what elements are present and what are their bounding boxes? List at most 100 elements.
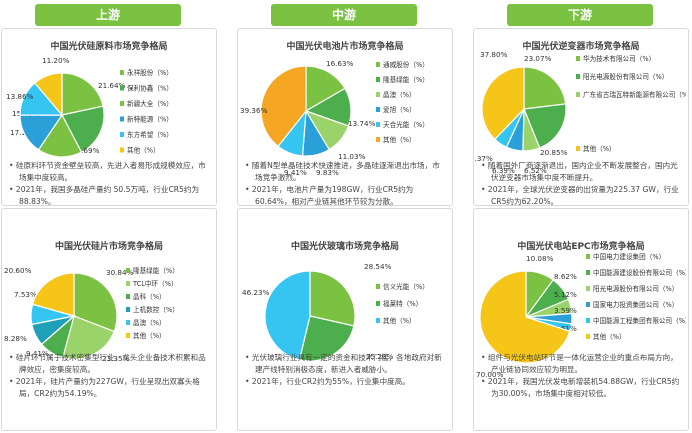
slice-value-label: 11.03% bbox=[338, 152, 366, 161]
chart-title: 中国光伏逆变器市场竞争格局 bbox=[522, 42, 640, 52]
slice-value-label: 21.64% bbox=[98, 81, 126, 90]
legend-swatch bbox=[586, 286, 590, 291]
note-text: 2021年，全球光伏逆变器的出货量为225.37 GW，行业CR5约为62.20… bbox=[481, 184, 681, 207]
slice-value-label: 39.36% bbox=[240, 106, 268, 115]
legend-swatch bbox=[376, 107, 380, 112]
legend-swatch bbox=[586, 302, 590, 307]
slice-value-label: 13.74% bbox=[348, 119, 376, 128]
chart-title: 中国光伏硅原料市场竞争格局 bbox=[50, 42, 168, 52]
slice-value-label: 28.54% bbox=[364, 262, 392, 271]
legend-label: 晶澳（%） bbox=[383, 90, 416, 99]
legend-label: 隆基绿能（%） bbox=[133, 266, 179, 275]
upstream-notes-bottom: 硅片环节属于技术密集型行业，龙头企业备技术积累和品牌效应，密集度较高。 2021… bbox=[9, 352, 209, 400]
legend-label: 其他（%） bbox=[593, 332, 626, 341]
upstream-notes-top: 硅原料环节资金壁垒较高，先进入者易形成规模效应，市场集中度较高。 2021年，我… bbox=[9, 160, 209, 208]
legend-swatch bbox=[120, 147, 124, 153]
pie-slice bbox=[523, 66, 567, 110]
legend-swatch bbox=[120, 85, 124, 91]
pie-slice bbox=[61, 72, 104, 116]
chart-title: 中国光伏电站EPC市场竞争格局 bbox=[517, 242, 645, 252]
slice-value-label: 30.84% bbox=[106, 268, 134, 277]
pie-slice bbox=[481, 66, 525, 141]
slice-value-label: 5.37% bbox=[474, 154, 493, 163]
pie-slice bbox=[73, 272, 118, 333]
slice-value-label: 3.59% bbox=[554, 306, 577, 315]
note-text: 光伏玻璃行业具有一定的资金和技术门槛，各地政府对新建产线特别消极态度，新进入者威… bbox=[245, 352, 445, 375]
legend-swatch bbox=[586, 334, 590, 339]
legend-label: 隆基绿能（%） bbox=[383, 75, 429, 84]
legend-swatch bbox=[376, 77, 380, 82]
note-text: 2021年，我国光伏发电新增装机54.88GW，行业CR5约为30.00%，市场… bbox=[481, 376, 681, 399]
legend-label: 国家电力投资集团公司（%） bbox=[593, 300, 678, 309]
legend-swatch bbox=[586, 270, 590, 275]
legend-label: 中国能源工程集团有限公司（%） bbox=[593, 316, 686, 325]
cell-pie-chart: 16.63% 通威股份（%）13.74%隆基绿能（%）11.03%晶澳（%）9.8… bbox=[240, 59, 429, 177]
chart-title: 中国光伏电池片市场竞争格局 bbox=[286, 42, 404, 52]
legend-swatch bbox=[376, 137, 380, 142]
pie-slice bbox=[37, 113, 83, 158]
epc-pie-chart: 10.08% 中国电力建设集团（%） 8.62% 中国能源建设股份有限公司（%） 5.1… bbox=[476, 252, 686, 379]
slice-value-label: 23.07% bbox=[524, 54, 552, 63]
legend-swatch bbox=[126, 320, 130, 325]
legend-label: 通威股份（%） bbox=[383, 60, 429, 69]
pie-slice bbox=[309, 270, 356, 327]
note-text: 2021年，电池片产量为198GW，行业CR5约为60.64%，相对产业链其他环… bbox=[245, 184, 445, 207]
pie-slice bbox=[264, 270, 311, 361]
legend-label: 东方希望（%） bbox=[127, 130, 173, 139]
note-text: 硅原料环节资金壁垒较高，先进入者易形成规模效应，市场集中度较高。 bbox=[9, 160, 209, 183]
pie-slice bbox=[260, 65, 307, 148]
legend-swatch bbox=[120, 70, 124, 75]
legend-swatch bbox=[120, 132, 124, 137]
slice-value-label: 10.08% bbox=[526, 254, 554, 263]
legend-label: 阳光电源股份有限公司（%） bbox=[593, 284, 678, 293]
upstream-header: 上游 bbox=[35, 4, 181, 26]
legend-swatch bbox=[576, 146, 580, 151]
slice-value-label: 20.69% bbox=[72, 146, 100, 155]
legend-swatch bbox=[376, 122, 380, 127]
slice-value-label: 13.86% bbox=[6, 92, 34, 101]
slice-value-label: 2.61% bbox=[554, 324, 577, 333]
legend-label: 保利协鑫（%） bbox=[127, 84, 173, 93]
legend-label: 其他（%） bbox=[383, 135, 416, 144]
legend-label: 中国能源建设股份有限公司（%） bbox=[593, 268, 686, 277]
legend-label: 福莱特（%） bbox=[383, 299, 422, 308]
midstream-notes-bottom: 光伏玻璃行业具有一定的资金和技术门槛，各地政府对新建产线特别消极态度，新进入者威… bbox=[245, 352, 445, 389]
legend-swatch bbox=[126, 294, 130, 299]
glass-panel: 中国光伏玻璃市场竞争格局 28.54% 信义光能（%） 25.23% 福莱特（%） 46… bbox=[237, 208, 453, 431]
legend-swatch bbox=[376, 301, 380, 306]
upstream-column: 上游 中国光伏硅原料市场竞争格局 21.64% 永祥股份（%） 20.69% 保利协鑫… bbox=[1, 0, 217, 433]
downstream-column: 下游 中国光伏逆变器市场竞争格局 23.07% 华为技术有限公司（%） 20.85%… bbox=[473, 0, 689, 433]
legend-swatch bbox=[576, 92, 580, 97]
legend-swatch bbox=[126, 307, 130, 312]
legend-swatch bbox=[126, 268, 130, 273]
legend-swatch bbox=[376, 62, 380, 67]
legend-label: 上机数控（%） bbox=[133, 305, 179, 314]
slice-value-label: 7.53% bbox=[14, 290, 37, 299]
slice-value-label: 20.60% bbox=[4, 266, 32, 275]
legend-swatch bbox=[120, 116, 124, 122]
slice-value-label: 46.23% bbox=[242, 288, 270, 297]
midstream-header: 中游 bbox=[271, 4, 417, 26]
legend-swatch bbox=[126, 281, 130, 286]
legend-label: 永祥股份（%） bbox=[127, 68, 173, 77]
midstream-column: 中游 中国光伏电池片市场竞争格局 16.63% 通威股份（%） 13.74% 隆基绿能… bbox=[237, 0, 453, 433]
legend-swatch bbox=[376, 284, 380, 289]
legend-label: TCL中环（%） bbox=[132, 279, 178, 288]
midstream-notes-top: 随着N型单晶硅技术快速推进，多晶硅逐渐退出市场，市场竞争激烈。 2021年，电池… bbox=[245, 160, 445, 208]
legend-swatch bbox=[376, 92, 380, 97]
pie-slice bbox=[33, 72, 63, 117]
legend-label: 晶科（%） bbox=[133, 292, 166, 301]
legend-label: 其他（%） bbox=[583, 144, 616, 153]
note-text: 组件与光伏电站环节是一体化运营企业的重点布局方向，产业链协同效应较为明显。 bbox=[481, 352, 681, 375]
slice-value-label: 8.62% bbox=[554, 272, 577, 281]
downstream-header: 下游 bbox=[507, 4, 653, 26]
pie-slice bbox=[305, 65, 346, 113]
pie-slice bbox=[523, 103, 567, 149]
legend-label: 中国电力建设集团（%） bbox=[593, 252, 665, 261]
downstream-notes-top: 随着国外厂商逐渐退出，国内企业不断发展整合，国内光伏逆变器市场集中度不断提升。 … bbox=[481, 160, 681, 208]
legend-swatch bbox=[126, 333, 130, 338]
legend-swatch bbox=[586, 318, 590, 323]
legend-swatch bbox=[576, 56, 580, 61]
note-text: 随着国外厂商逐渐退出，国内企业不断发展整合，国内光伏逆变器市场集中度不断提升。 bbox=[481, 160, 681, 183]
slice-value-label: 16.63% bbox=[326, 59, 354, 68]
